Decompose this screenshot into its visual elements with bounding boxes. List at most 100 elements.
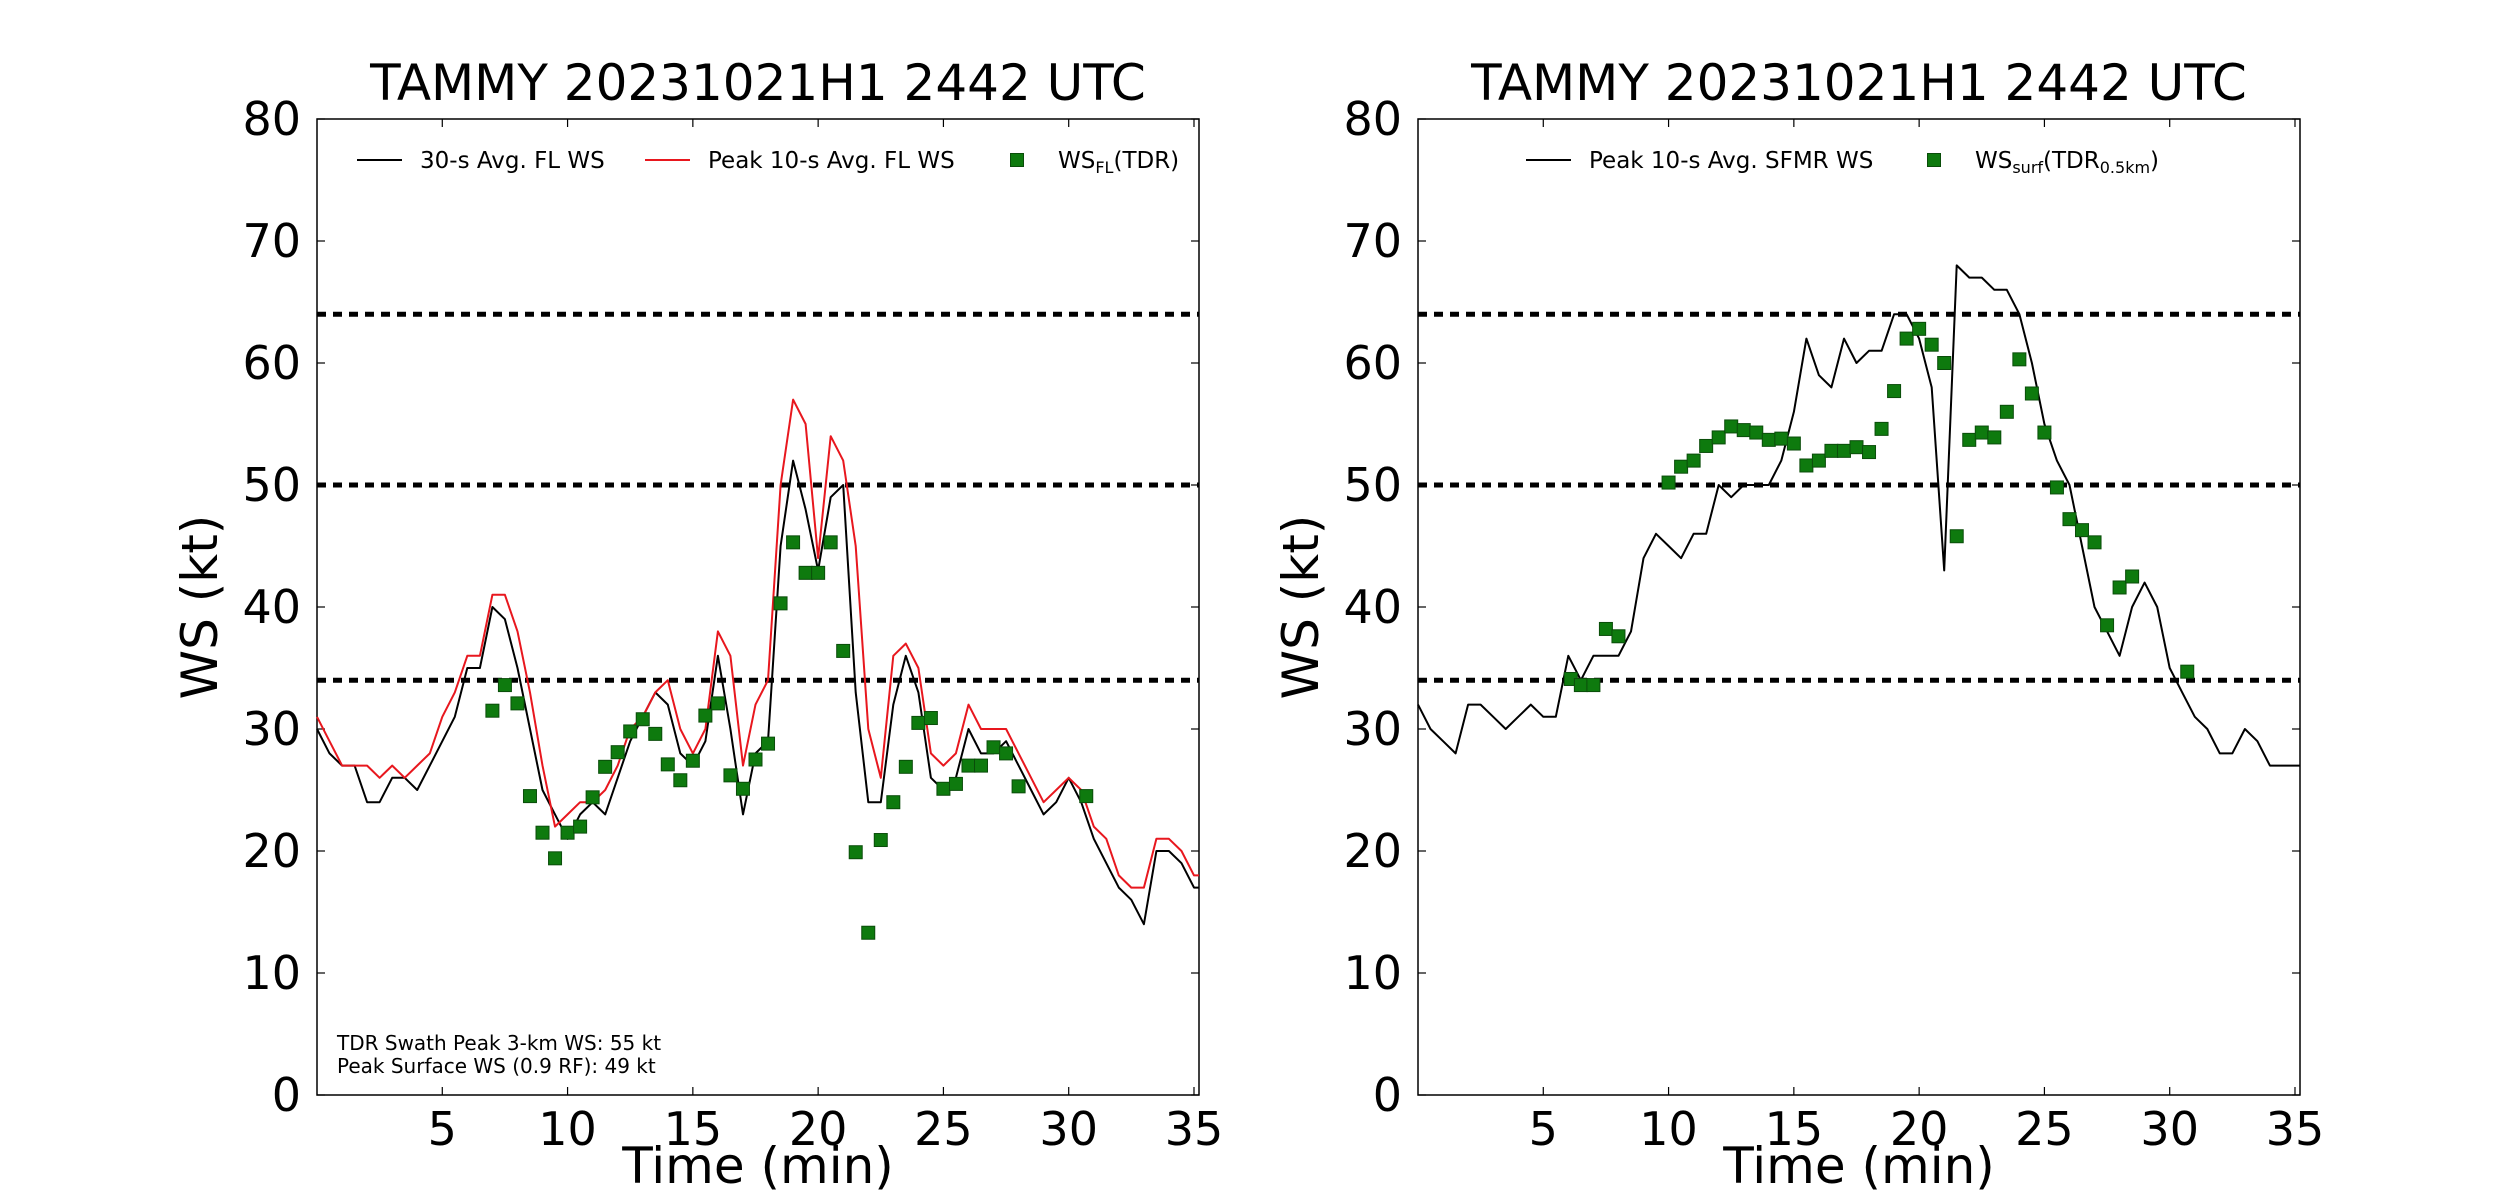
scatter-point <box>510 696 525 711</box>
scatter-point <box>961 758 976 773</box>
y-tick-label: 30 <box>242 702 301 756</box>
scatter-point <box>1924 337 1939 352</box>
y-tick-label: 50 <box>1343 458 1402 512</box>
y-tick-label: 50 <box>242 458 301 512</box>
scatter-point <box>1799 458 1814 473</box>
y-tick-label: 0 <box>272 1068 301 1122</box>
scatter-point <box>1887 384 1902 399</box>
scatter-point <box>1774 431 1789 446</box>
x-tick-label: 10 <box>1639 1102 1698 1156</box>
scatter-point <box>786 535 801 550</box>
scatter-point <box>548 851 563 866</box>
scatter-point <box>1598 621 1613 636</box>
legend-label: Peak 10-s Avg. SFMR WS <box>1589 148 1873 174</box>
x-tick-label: 10 <box>538 1102 597 1156</box>
scatter-point <box>798 565 813 580</box>
scatter-point <box>1849 440 1864 455</box>
scatter-point <box>911 715 926 730</box>
legend-label: Peak 10-s Avg. FL WS <box>708 148 955 174</box>
scatter-point <box>497 678 512 693</box>
scatter-point <box>948 776 963 791</box>
y-axis-label: WS (kt) <box>1272 515 1330 700</box>
scatter-point <box>1874 421 1889 436</box>
scatter-point <box>2037 425 2052 440</box>
scatter-point <box>974 758 989 773</box>
series-line <box>1417 264 2300 767</box>
scatter-point <box>2062 512 2077 527</box>
scatter-point <box>1987 430 2002 445</box>
scatter-point <box>898 759 913 774</box>
chart-title: TAMMY 20231021H1 2442 UTC <box>1470 54 2247 112</box>
x-tick-label: 20 <box>789 1102 848 1156</box>
y-tick-label: 70 <box>1343 214 1402 268</box>
scatter-point <box>610 745 625 760</box>
scatter-point <box>698 708 713 723</box>
series-line <box>316 459 1199 926</box>
scatter-point <box>660 757 675 772</box>
scatter-point <box>1586 678 1601 693</box>
x-tick-label: 5 <box>428 1102 457 1156</box>
scatter-point <box>522 789 537 804</box>
scatter-point <box>1573 678 1588 693</box>
scatter-point <box>1974 425 1989 440</box>
scatter-point <box>1862 445 1877 460</box>
scatter-point <box>723 768 738 783</box>
scatter-point <box>1686 453 1701 468</box>
scatter-point <box>936 781 951 796</box>
scatter-point <box>1711 430 1726 445</box>
scatter-point <box>1824 443 1839 458</box>
x-tick-label: 5 <box>1529 1102 1558 1156</box>
scatter-point <box>623 724 638 739</box>
plot-frame <box>316 118 1200 1096</box>
chart-title: TAMMY 20231021H1 2442 UTC <box>369 54 1146 112</box>
scatter-point <box>2100 618 2115 633</box>
scatter-point <box>1999 404 2014 419</box>
scatter-point <box>923 711 938 726</box>
scatter-point <box>836 643 851 658</box>
scatter-point <box>1661 475 1676 490</box>
plot-frame <box>1417 118 2301 1096</box>
legend-label: 30-s Avg. FL WS <box>420 148 605 174</box>
y-tick-label: 70 <box>242 214 301 268</box>
scatter-point <box>1611 629 1626 644</box>
scatter-point <box>2180 664 2195 679</box>
scatter-point <box>848 845 863 860</box>
scatter-point <box>1836 443 1851 458</box>
y-tick-label: 40 <box>242 580 301 634</box>
x-tick-label: 30 <box>2140 1102 2199 1156</box>
x-tick-label: 25 <box>914 1102 973 1156</box>
scatter-point <box>735 781 750 796</box>
scatter-point <box>1786 436 1801 451</box>
scatter-point <box>1761 432 1776 447</box>
scatter-point <box>673 773 688 788</box>
scatter-point <box>2024 386 2039 401</box>
x-tick-label: 25 <box>2015 1102 2074 1156</box>
scatter-point <box>685 753 700 768</box>
x-tick-label: 15 <box>1765 1102 1824 1156</box>
x-tick-label: 20 <box>1890 1102 1949 1156</box>
y-tick-label: 10 <box>1343 946 1402 1000</box>
scatter-point <box>773 596 788 611</box>
y-tick-label: 60 <box>242 336 301 390</box>
y-axis-label: WS (kt) <box>171 515 229 700</box>
legend-marker-swatch <box>1927 153 1941 167</box>
scatter-point <box>560 825 575 840</box>
scatter-point <box>1079 789 1094 804</box>
scatter-point <box>648 726 663 741</box>
y-tick-label: 0 <box>1373 1068 1402 1122</box>
left-chart-panel: TAMMY 20231021H1 2442 UTC 0 10 20 30 40 50 60 70… <box>171 54 1223 1195</box>
scatter-point <box>999 746 1014 761</box>
scatter-point <box>986 740 1001 755</box>
scatter-point <box>1949 529 1964 544</box>
scatter-point <box>1724 419 1739 434</box>
scatter-point <box>1674 459 1689 474</box>
x-tick-label: 30 <box>1039 1102 1098 1156</box>
legend-marker-swatch <box>1010 153 1024 167</box>
scatter-point <box>1912 321 1927 336</box>
scatter-point <box>761 736 776 751</box>
legend-label: WSFL(TDR) <box>1058 148 1179 177</box>
scatter-point <box>886 795 901 810</box>
x-tick-label: 35 <box>1165 1102 1224 1156</box>
series-line <box>316 398 1199 889</box>
